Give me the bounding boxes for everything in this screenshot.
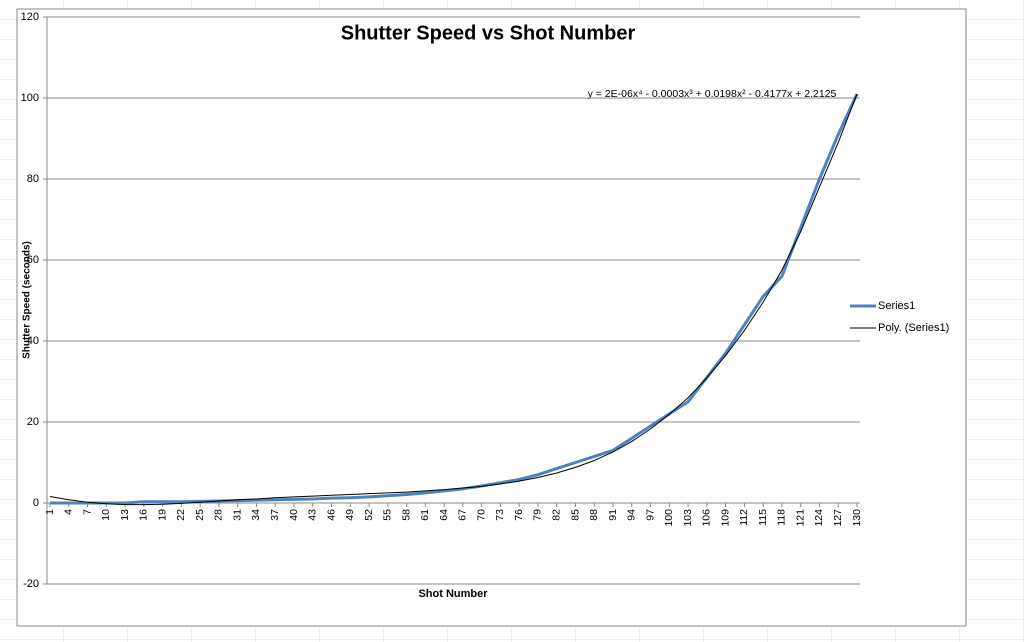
- x-tick-label: 4: [63, 509, 75, 515]
- x-tick-label: 79: [532, 509, 544, 521]
- x-tick-label: 94: [626, 509, 638, 521]
- x-tick-label: 49: [344, 509, 356, 521]
- chart-title: Shutter Speed vs Shot Number: [341, 22, 636, 44]
- x-tick-label: 40: [288, 509, 300, 521]
- y-tick-label: 120: [21, 11, 39, 23]
- x-tick-label: 112: [738, 509, 750, 526]
- y-tick-label: 0: [33, 497, 39, 509]
- x-tick-label: 28: [213, 509, 225, 521]
- x-tick-label: 106: [701, 509, 713, 527]
- x-tick-label: 7: [81, 509, 93, 515]
- x-tick-label: 34: [250, 509, 262, 521]
- x-tick-label: 67: [457, 509, 469, 521]
- y-tick-label: 20: [27, 416, 39, 428]
- x-tick-label: 73: [494, 509, 506, 521]
- x-tick-label: 70: [475, 509, 487, 521]
- x-tick-label: 103: [682, 509, 694, 527]
- x-tick-label: 97: [644, 509, 656, 521]
- x-tick-label: 1: [44, 509, 56, 515]
- x-tick-label: 88: [588, 509, 600, 521]
- y-axis-title: Shutter Speed (seconds): [22, 241, 33, 359]
- x-axis-title: Shot Number: [418, 588, 488, 600]
- x-tick-label: 58: [400, 509, 412, 521]
- y-tick-label: 80: [27, 173, 39, 185]
- x-tick-label: 61: [419, 509, 431, 521]
- x-tick-label: 22: [175, 509, 187, 521]
- x-tick-label: 76: [513, 509, 525, 521]
- y-tick-label: 60: [27, 254, 39, 266]
- x-tick-label: 64: [438, 509, 450, 521]
- x-tick-label: 121: [794, 509, 806, 527]
- y-tick-label: -20: [23, 578, 39, 590]
- x-tick-label: 82: [551, 509, 563, 521]
- trendline-equation: y = 2E-06x⁴ - 0.0003x³ + 0.0198x² - 0.41…: [588, 88, 837, 100]
- x-tick-label: 115: [757, 509, 769, 526]
- x-tick-label: 91: [607, 509, 619, 521]
- x-tick-label: 85: [569, 509, 581, 521]
- x-tick-label: 25: [194, 509, 206, 521]
- series-line: [50, 93, 859, 505]
- x-tick-label: 55: [382, 509, 394, 521]
- x-tick-label: 19: [156, 509, 168, 521]
- x-tick-label: 10: [100, 509, 112, 521]
- x-tick-label: 124: [813, 509, 825, 527]
- y-tick-label: 100: [21, 92, 39, 104]
- x-tick-label: 43: [307, 509, 319, 521]
- x-tick-label: 127: [832, 509, 844, 527]
- legend-label: Series1: [878, 300, 915, 312]
- x-tick-label: 37: [269, 509, 281, 521]
- legend-label: Poly. (Series1): [878, 322, 949, 334]
- x-tick-label: 31: [231, 509, 243, 521]
- y-tick-label: 40: [27, 335, 39, 347]
- x-tick-label: 52: [363, 509, 375, 521]
- x-tick-label: 130: [851, 509, 863, 527]
- x-tick-label: 13: [119, 509, 131, 521]
- x-tick-label: 109: [719, 509, 731, 527]
- series-line: [49, 93, 858, 506]
- x-tick-label: 100: [663, 509, 675, 527]
- x-tick-label: 16: [138, 509, 150, 521]
- chart-frame: [16, 8, 967, 627]
- x-tick-label: 118: [776, 509, 788, 526]
- x-tick-label: 46: [325, 509, 337, 521]
